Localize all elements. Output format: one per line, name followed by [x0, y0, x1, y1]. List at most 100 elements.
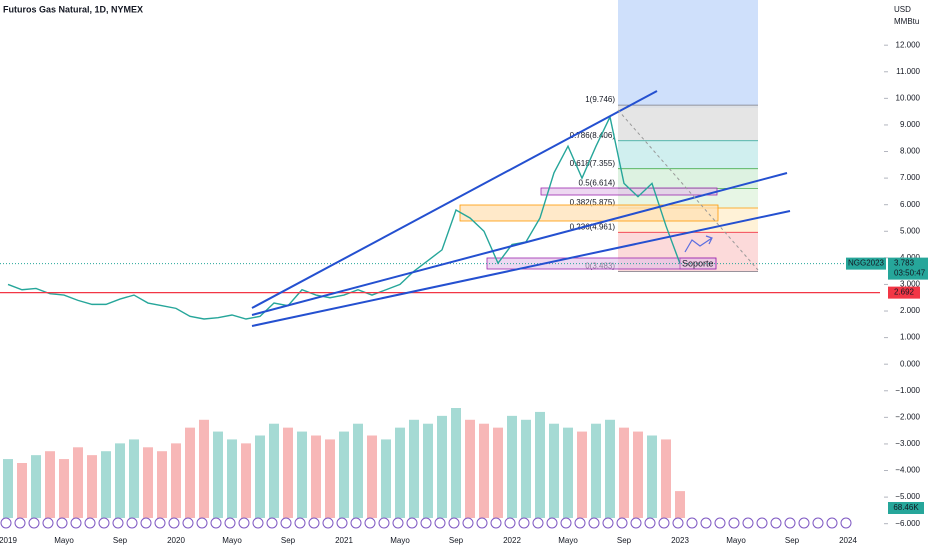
- volume-bar: [339, 431, 349, 518]
- volume-bar: [507, 415, 517, 518]
- x-tick-label: Mayo: [558, 536, 578, 545]
- event-icon: [574, 517, 586, 529]
- event-icon: [406, 517, 418, 529]
- volume-bar: [3, 459, 13, 518]
- event-icon: [294, 517, 306, 529]
- event-icon: [658, 517, 670, 529]
- event-icon: [98, 517, 110, 529]
- price-tag: [888, 257, 928, 280]
- event-icon: [350, 517, 362, 529]
- event-icon: [770, 517, 782, 529]
- event-icon: [812, 517, 824, 529]
- y-tick-label: −1.000: [895, 386, 920, 395]
- x-tick-label: 2020: [167, 536, 185, 545]
- y-tick-label: 1.000: [900, 333, 921, 342]
- fib-band: [618, 168, 758, 189]
- event-icon: [784, 517, 796, 529]
- volume-bar: [353, 423, 363, 518]
- volume-bar: [549, 423, 559, 518]
- volume-bar: [255, 435, 265, 518]
- volume-bar: [591, 423, 601, 518]
- volume-bar: [31, 455, 41, 518]
- volume-bar: [521, 419, 531, 518]
- event-icon: [616, 517, 628, 529]
- volume-bar: [171, 443, 181, 518]
- volume-bar: [577, 431, 587, 518]
- volume-bar: [73, 447, 83, 518]
- volume-bar: [619, 427, 629, 518]
- fib-label: 0.382(5.875): [570, 198, 616, 207]
- annotation: Soporte: [682, 258, 714, 268]
- y-tick-label: 6.000: [900, 200, 921, 209]
- event-icon: [196, 517, 208, 529]
- event-icon: [630, 517, 642, 529]
- volume-bar: [45, 451, 55, 518]
- volume-bar: [465, 419, 475, 518]
- volume-bar: [395, 427, 405, 518]
- x-tick-label: 2022: [503, 536, 521, 545]
- support-label: 2.692: [894, 288, 915, 297]
- volume-bar: [143, 447, 153, 518]
- event-icon: [84, 517, 96, 529]
- trend-line: [251, 210, 791, 327]
- x-tick-label: 2019: [0, 536, 17, 545]
- x-tick-label: Sep: [113, 536, 128, 545]
- arrow: [684, 235, 713, 253]
- event-icon: [700, 517, 712, 529]
- y-tick-label: 5.000: [900, 226, 921, 235]
- y-tick-label: 7.000: [900, 173, 921, 182]
- event-icon: [686, 517, 698, 529]
- x-tick-label: Mayo: [54, 536, 74, 545]
- event-icon: [182, 517, 194, 529]
- event-icon: [42, 517, 54, 529]
- x-tick-label: Sep: [617, 536, 632, 545]
- volume-bar: [535, 411, 545, 518]
- volume-bar: [297, 431, 307, 518]
- y-tick-label: −5.000: [895, 492, 920, 501]
- event-icon: [798, 517, 810, 529]
- volume-bar: [115, 443, 125, 518]
- event-icon: [504, 517, 516, 529]
- event-icon: [840, 517, 852, 529]
- event-icon: [154, 517, 166, 529]
- volume-bar: [241, 443, 251, 518]
- volume-bar: [325, 439, 335, 518]
- event-icon: [392, 517, 404, 529]
- price-label: 3.783: [894, 259, 915, 268]
- event-icon: [364, 517, 376, 529]
- event-icon: [210, 517, 222, 529]
- volume-bar: [661, 439, 671, 518]
- volume-bar: [437, 415, 447, 518]
- x-tick-label: Sep: [785, 536, 800, 545]
- event-icon: [518, 517, 530, 529]
- event-icon: [826, 517, 838, 529]
- trend-line: [251, 90, 658, 309]
- event-icon: [588, 517, 600, 529]
- event-icon: [672, 517, 684, 529]
- fib-label: 0.618(7.355): [570, 159, 616, 168]
- volume-bar: [283, 427, 293, 518]
- y-tick-label: 10.000: [896, 93, 921, 102]
- event-icon: [126, 517, 138, 529]
- event-icon: [0, 517, 12, 529]
- event-icon: [532, 517, 544, 529]
- x-tick-label: Sep: [281, 536, 296, 545]
- volume-bar: [311, 435, 321, 518]
- volume-bar: [213, 431, 223, 518]
- x-tick-label: Mayo: [726, 536, 746, 545]
- event-icon: [70, 517, 82, 529]
- event-icon: [266, 517, 278, 529]
- annotation-box: [679, 257, 717, 270]
- volume-bar: [185, 427, 195, 518]
- volume-bar: [605, 419, 615, 518]
- event-icon: [308, 517, 320, 529]
- y-tick-label: −6.000: [895, 519, 920, 528]
- x-tick-label: Mayo: [222, 536, 242, 545]
- event-icon: [112, 517, 124, 529]
- volume-label: 68.46K: [893, 503, 919, 512]
- event-icon: [14, 517, 26, 529]
- y-tick-label: 12.000: [896, 40, 921, 49]
- event-icon: [322, 517, 334, 529]
- event-icon: [476, 517, 488, 529]
- volume-bar: [493, 427, 503, 518]
